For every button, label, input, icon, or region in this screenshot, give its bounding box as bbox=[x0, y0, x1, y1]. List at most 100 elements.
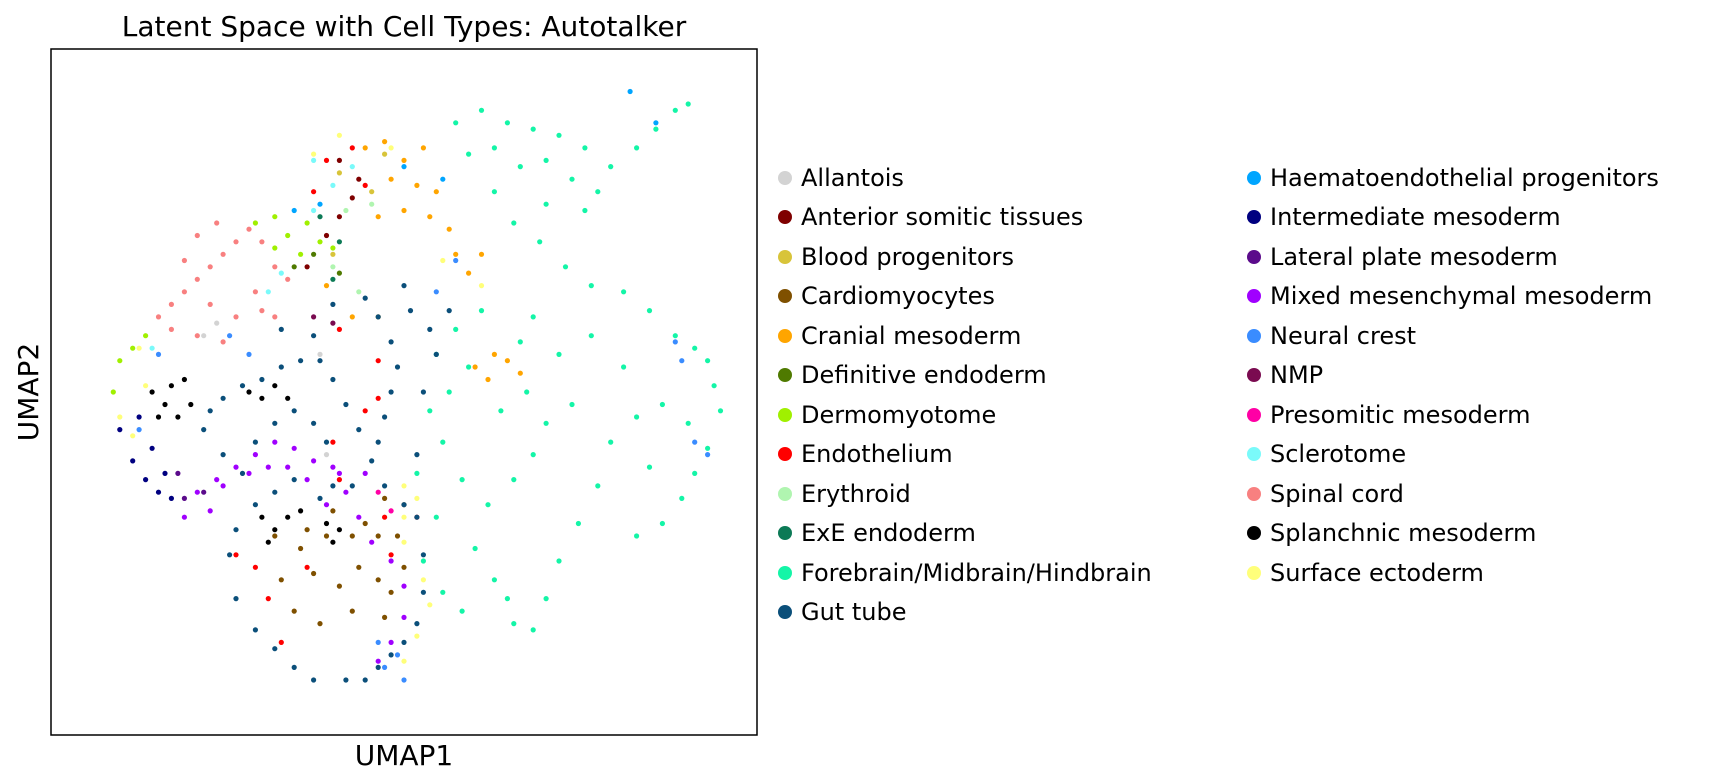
point-10-50 bbox=[498, 408, 504, 414]
point-16-10 bbox=[672, 339, 678, 345]
point-10-70 bbox=[420, 558, 426, 564]
point-3-13 bbox=[349, 608, 355, 614]
point-22-12 bbox=[130, 433, 136, 439]
point-20-14 bbox=[194, 333, 200, 339]
legend-label: Sclerotome bbox=[1270, 440, 1407, 469]
point-3-10 bbox=[401, 564, 407, 570]
point-4-1 bbox=[382, 139, 388, 145]
point-11-26 bbox=[291, 477, 297, 483]
point-11-43 bbox=[420, 552, 426, 558]
point-15-12 bbox=[388, 558, 394, 564]
point-11-58 bbox=[311, 333, 317, 339]
point-20-0 bbox=[168, 301, 174, 307]
point-16-8 bbox=[453, 257, 459, 264]
legend-label: Anterior somitic tissues bbox=[801, 203, 1084, 232]
point-7-12 bbox=[336, 477, 342, 483]
point-11-5 bbox=[382, 414, 388, 420]
point-13-4 bbox=[168, 495, 174, 501]
legend-label: Gut tube bbox=[801, 598, 907, 627]
point-10-55 bbox=[646, 464, 653, 470]
point-6-4 bbox=[330, 245, 336, 251]
point-11-23 bbox=[291, 408, 297, 414]
point-20-5 bbox=[233, 239, 239, 245]
point-11-49 bbox=[317, 495, 323, 501]
point-21-1 bbox=[162, 401, 168, 408]
legend-item: Intermediate mesoderm bbox=[1247, 198, 1659, 238]
point-10-6 bbox=[608, 164, 614, 170]
point-11-37 bbox=[362, 677, 368, 683]
legend-item: Sclerotome bbox=[1247, 435, 1659, 475]
point-7-17 bbox=[336, 326, 342, 332]
point-14-2 bbox=[175, 470, 181, 476]
x-axis-label: UMAP1 bbox=[355, 739, 454, 772]
point-10-54 bbox=[621, 364, 627, 370]
point-22-5 bbox=[414, 495, 420, 501]
point-13-7 bbox=[162, 470, 168, 476]
point-10-18 bbox=[582, 207, 588, 214]
point-11-22 bbox=[272, 420, 278, 426]
point-10-73 bbox=[530, 314, 536, 320]
point-15-21 bbox=[285, 464, 291, 470]
point-3-19 bbox=[304, 527, 310, 533]
point-6-5 bbox=[272, 245, 278, 251]
point-8-0 bbox=[343, 207, 349, 214]
point-10-12 bbox=[491, 145, 497, 151]
legend-item: Haematoendothelial progenitors bbox=[1247, 158, 1659, 198]
point-10-34 bbox=[659, 520, 666, 527]
point-10-72 bbox=[459, 608, 465, 614]
legend-marker bbox=[778, 526, 792, 541]
point-11-10 bbox=[330, 376, 336, 383]
point-19-2 bbox=[349, 164, 355, 170]
point-10-56 bbox=[472, 545, 478, 552]
point-11-52 bbox=[433, 351, 439, 357]
point-10-52 bbox=[556, 351, 562, 357]
point-20-15 bbox=[168, 326, 174, 332]
point-10-74 bbox=[517, 339, 523, 345]
point-10-2 bbox=[504, 120, 510, 126]
point-15-16 bbox=[375, 658, 381, 664]
point-15-11 bbox=[369, 539, 375, 545]
point-10-14 bbox=[543, 157, 549, 163]
point-10-15 bbox=[569, 176, 575, 182]
point-8-1 bbox=[369, 201, 375, 207]
point-10-49 bbox=[466, 364, 472, 370]
point-6-2 bbox=[317, 239, 323, 245]
point-4-17 bbox=[485, 376, 491, 383]
point-10-68 bbox=[414, 470, 420, 476]
point-10-31 bbox=[705, 445, 711, 451]
point-20-11 bbox=[233, 314, 239, 320]
point-11-34 bbox=[291, 664, 297, 671]
scatter-points bbox=[110, 88, 724, 683]
point-10-28 bbox=[705, 358, 711, 364]
point-20-3 bbox=[207, 264, 213, 270]
point-11-24 bbox=[311, 420, 317, 426]
legend-marker bbox=[1247, 447, 1261, 462]
point-3-11 bbox=[291, 608, 297, 614]
point-6-6 bbox=[143, 333, 149, 339]
point-15-8 bbox=[330, 464, 336, 470]
point-10-40 bbox=[685, 420, 691, 426]
point-11-51 bbox=[420, 389, 426, 395]
point-0-1 bbox=[214, 320, 220, 326]
legend-label: Intermediate mesoderm bbox=[1270, 203, 1561, 232]
point-11-59 bbox=[278, 326, 284, 332]
point-15-15 bbox=[388, 639, 394, 646]
point-15-25 bbox=[362, 470, 368, 476]
point-20-1 bbox=[181, 289, 187, 295]
legend-label: Mixed mesenchymal mesoderm bbox=[1270, 282, 1653, 311]
point-21-16 bbox=[323, 520, 330, 527]
point-15-23 bbox=[323, 502, 330, 508]
point-10-38 bbox=[634, 414, 640, 420]
point-15-19 bbox=[246, 470, 252, 476]
legend-marker bbox=[1247, 407, 1261, 422]
legend-marker bbox=[1247, 328, 1261, 343]
point-20-10 bbox=[207, 301, 213, 307]
point-3-2 bbox=[323, 533, 330, 539]
point-19-5 bbox=[265, 289, 271, 295]
point-10-32 bbox=[692, 470, 698, 476]
legend-marker bbox=[778, 328, 792, 343]
legend-label: Surface ectoderm bbox=[1270, 558, 1484, 587]
plot-frame bbox=[50, 48, 758, 736]
point-7-11 bbox=[388, 552, 394, 558]
point-21-6 bbox=[155, 414, 162, 420]
